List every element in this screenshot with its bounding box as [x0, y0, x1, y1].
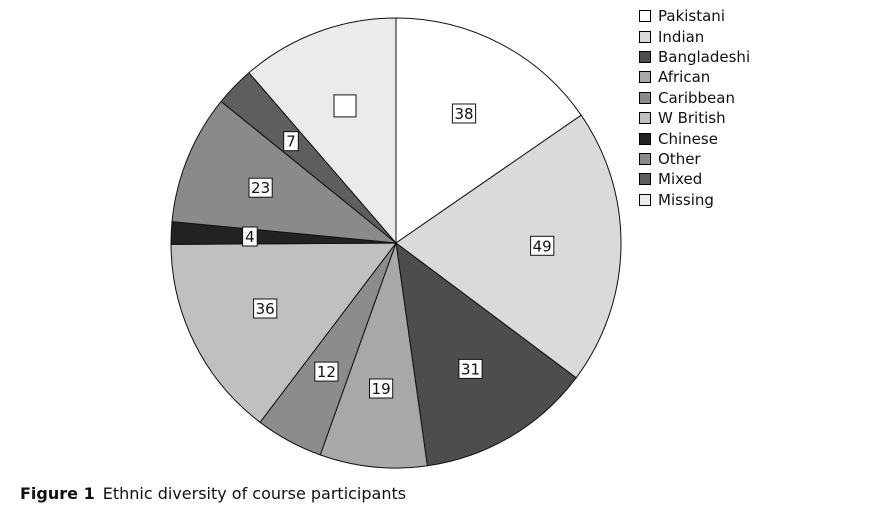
legend-item-pakistani: Pakistani [639, 6, 750, 26]
data-label-box [253, 298, 278, 319]
legend-label: Missing [658, 190, 714, 209]
legend-item-indian: Indian [639, 26, 750, 46]
legend-label: African [658, 68, 711, 87]
legend-label: Caribbean [658, 88, 735, 107]
legend-label: W British [658, 109, 726, 128]
data-label-caribbean: 12 [314, 361, 339, 382]
legend-swatch [639, 91, 651, 104]
data-label-box [314, 361, 339, 382]
data-label-box [530, 235, 555, 256]
legend-item-bangladeshi: Bangladeshi [639, 47, 750, 67]
data-label-text: 23 [251, 179, 270, 197]
legend-item-african: African [639, 67, 750, 87]
pie-slice-african [319, 242, 428, 469]
legend-label: Chinese [658, 129, 718, 148]
legend-swatch [639, 152, 651, 165]
legend-item-mixed: Mixed [639, 169, 750, 189]
caption-text: Ethnic diversity of course participants [102, 484, 407, 503]
data-label-text: 12 [317, 363, 336, 381]
data-label-missing [333, 94, 357, 118]
legend-swatch [639, 112, 651, 125]
data-label-text: 7 [286, 133, 296, 151]
data-label-box [248, 177, 273, 198]
data-label-mixed: 7 [283, 131, 299, 152]
pie-slice-other [171, 100, 398, 244]
legend-item-chinese: Chinese [639, 128, 750, 148]
figure-caption: Figure 1 Ethnic diversity of course parti… [20, 484, 406, 503]
legend-swatch [639, 193, 651, 206]
pie-slice-pakistani [395, 17, 582, 244]
data-label-bangladeshi: 31 [458, 358, 483, 379]
pie-value-labels: 38 49 31 19 12 36 4 23 7 [242, 94, 555, 399]
data-label-box [369, 378, 394, 399]
data-label-text: 19 [372, 380, 391, 398]
data-label-box [333, 94, 357, 118]
data-label-pakistani: 38 [451, 103, 477, 124]
legend-item-caribbean: Caribbean [639, 88, 750, 108]
legend-label: Indian [658, 27, 705, 46]
pie-slices [170, 17, 622, 469]
legend-label: Bangladeshi [658, 47, 751, 66]
data-label-box [283, 131, 299, 152]
data-label-text: 38 [454, 105, 473, 123]
pie-slice-w-british [170, 242, 398, 424]
pie-slice-indian [395, 114, 622, 379]
legend-label: Mixed [658, 170, 703, 189]
caption-label: Figure 1 [20, 484, 95, 503]
pie-slice-missing [248, 17, 397, 245]
legend-label: Pakistani [658, 7, 725, 26]
data-label-chinese: 4 [242, 226, 258, 247]
legend: Pakistani Indian Bangladeshi African Caribbe… [639, 6, 750, 210]
legend-item-other: Other [639, 149, 750, 169]
legend-swatch [639, 30, 651, 43]
legend-swatch [639, 10, 651, 23]
pie-slice-bangladeshi [395, 241, 577, 467]
data-label-african: 19 [369, 378, 394, 399]
legend-label: Other [658, 149, 701, 168]
legend-item-w-british: W British [639, 108, 750, 128]
data-label-box [458, 358, 483, 379]
data-label-text: 31 [461, 360, 480, 378]
legend-swatch [639, 132, 651, 145]
legend-swatch [639, 50, 651, 63]
data-label-indian: 49 [530, 235, 555, 256]
legend-swatch [639, 173, 651, 186]
data-label-text: 36 [256, 300, 275, 318]
data-label-box [242, 226, 258, 247]
data-label-text: 49 [533, 237, 552, 255]
data-label-text: 4 [245, 228, 255, 246]
legend-item-missing: Missing [639, 190, 750, 210]
data-label-other: 23 [248, 177, 273, 198]
data-label-box [451, 103, 477, 124]
legend-swatch [639, 71, 651, 84]
data-label-w-british: 36 [253, 298, 278, 319]
